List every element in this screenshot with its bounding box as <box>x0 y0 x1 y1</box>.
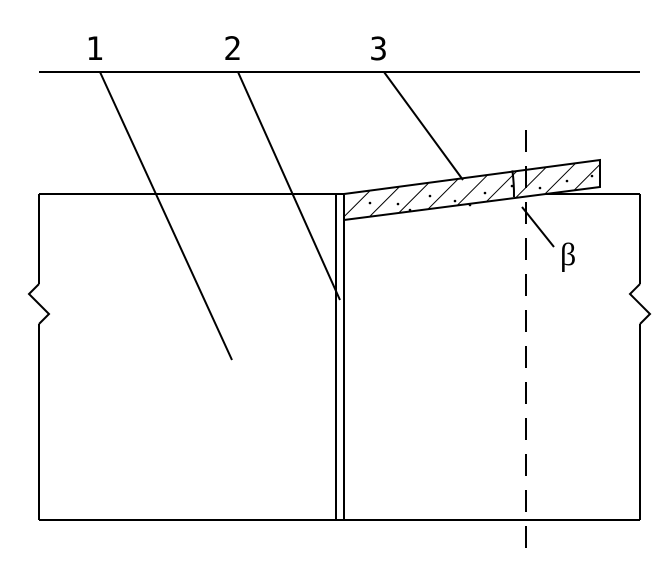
callout-label-1: 1 <box>85 30 104 68</box>
beta-label: β <box>560 236 576 272</box>
technical-diagram: 1 2 3 β <box>0 0 666 571</box>
leader-1 <box>100 72 232 360</box>
hatched-wedge <box>344 160 600 220</box>
leader-3 <box>384 72 463 180</box>
break-mark-right <box>630 284 650 324</box>
break-mark-left <box>29 284 49 324</box>
leader-2 <box>238 72 340 300</box>
callout-label-3: 3 <box>369 30 388 68</box>
callout-label-2: 2 <box>223 30 242 68</box>
